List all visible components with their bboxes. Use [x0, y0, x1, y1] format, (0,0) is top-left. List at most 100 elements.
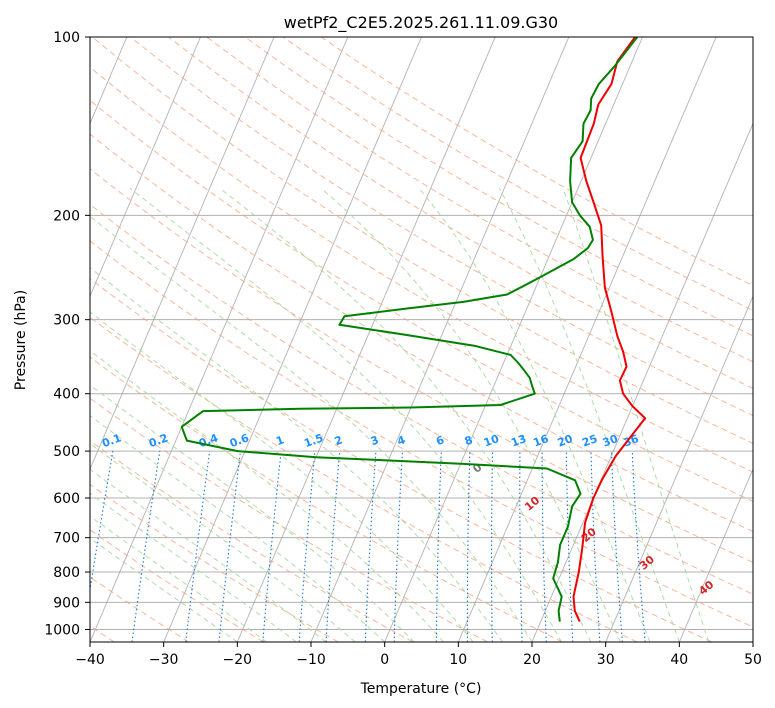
isotherm-line — [236, 37, 496, 642]
mixing-ratio-line — [185, 451, 211, 642]
y-axis: 100 200 300 400 500 600 700 800 900 1000 — [44, 30, 90, 638]
mixing-ratio-label: 3 — [369, 433, 381, 448]
mixing-ratio-label: 1 — [274, 433, 286, 448]
isotherm-line — [605, 295, 753, 642]
isotherm-line — [384, 37, 643, 642]
dry-adiabat-line — [130, 37, 753, 417]
dry-adiabat-line — [168, 37, 753, 389]
mixing-ratio-label: 0.6 — [228, 431, 251, 450]
moist-adiabat-line — [90, 537, 238, 642]
moist-adiabat-line — [90, 384, 415, 642]
moist-adiabat-line — [90, 311, 474, 642]
y-tick-label: 900 — [53, 595, 80, 611]
isotherm-line — [90, 37, 201, 298]
dry-adiabat-line — [91, 37, 753, 445]
y-tick-label: 300 — [53, 313, 80, 329]
y-tick-label: 700 — [53, 531, 80, 547]
mixing-ratio-line — [131, 451, 161, 642]
mixing-ratio-line — [631, 451, 646, 642]
dry-adiabat-line — [90, 203, 753, 595]
x-tick-label: −10 — [296, 652, 326, 668]
moist-adiabat-line — [90, 267, 503, 642]
moist-adiabat-line — [90, 415, 386, 642]
temperature-profile-line — [572, 37, 647, 623]
x-tick-label: 40 — [670, 652, 688, 668]
dry-adiabat-line — [90, 99, 753, 502]
isotherm-line — [678, 467, 753, 642]
moist-adiabats — [90, 187, 710, 642]
dry-adiabat-line — [90, 529, 264, 642]
mixing-ratio-label: 2 — [333, 433, 345, 448]
y-tick-label: 400 — [53, 387, 80, 403]
y-axis-title: Pressure (hPa) — [13, 290, 29, 390]
y-tick-label: 200 — [53, 208, 80, 224]
chart-title: wetPf2_C2E5.2025.261.11.09.G30 — [284, 13, 558, 33]
mixing-ratio-label: 6 — [434, 433, 446, 448]
moist-adiabat-line — [129, 187, 562, 642]
isotherm-line — [163, 37, 422, 642]
dry-adiabat-line — [90, 168, 753, 563]
mixing-ratio-line — [90, 451, 114, 594]
mixing-ratio-label: 10 — [482, 432, 501, 450]
isotherm-line — [90, 37, 275, 471]
mixing-ratio-label: 16 — [531, 432, 550, 450]
moist-adiabat-line — [90, 515, 268, 642]
mixing-ratio-line — [218, 451, 242, 642]
dry-adiabat-line — [90, 240, 753, 628]
moist-adiabat-line — [90, 350, 444, 642]
x-axis: −40 −30 −20 −10 0 10 20 30 40 50 — [75, 642, 762, 668]
isotherm-line — [531, 122, 753, 642]
y-tick-label: 1000 — [44, 622, 80, 638]
mixing-ratio-line — [298, 451, 316, 642]
x-tick-label: 50 — [744, 652, 762, 668]
x-tick-label: 20 — [523, 652, 541, 668]
dry-adiabat-line — [90, 316, 638, 642]
dry-adiabat-line — [90, 356, 563, 642]
isotherm-line — [90, 37, 349, 642]
y-tick-label: 100 — [53, 30, 80, 46]
x-tick-label: 30 — [597, 652, 615, 668]
mixing-ratio-label: 25 — [580, 432, 599, 449]
mixing-ratio-label: 8 — [463, 433, 475, 448]
isotherm-line — [752, 640, 753, 642]
mixing-ratio-label: 0.1 — [100, 431, 123, 450]
mixing-ratio-label: 20 — [556, 432, 575, 450]
mixing-ratio-label: 0.2 — [147, 431, 170, 450]
dry-adiabat-line — [282, 37, 753, 312]
x-tick-label: −20 — [223, 652, 253, 668]
mixing-ratio-label: 36 — [622, 432, 641, 450]
x-tick-label: 10 — [449, 652, 467, 668]
reference-line-labels: 0.10.20.40.611.52346810131620253036-100-… — [100, 431, 716, 598]
sounding-series — [180, 37, 647, 623]
dry-adiabat-line — [90, 133, 753, 533]
y-tick-label: 600 — [53, 491, 80, 507]
dry-adiabats — [90, 37, 753, 642]
moist-adiabat-line — [90, 442, 356, 642]
x-tick-label: 0 — [380, 652, 389, 668]
dry-adiabat-line — [244, 37, 753, 337]
mixing-ratio-line — [262, 451, 282, 642]
plot-frame — [89, 36, 754, 643]
moist-adiabat-line — [90, 492, 297, 642]
moist-adiabat-line — [90, 215, 533, 642]
x-tick-label: −30 — [149, 652, 179, 668]
mixing-ratio-label: 13 — [509, 432, 528, 449]
dry-adiabat-line — [90, 278, 712, 642]
moist-adiabat-line — [562, 188, 710, 642]
x-axis-title: Temperature (°C) — [360, 681, 482, 697]
mixing-ratio-label: 1.5 — [302, 431, 325, 450]
moist-adiabat-line — [418, 187, 651, 642]
mixing-ratio-label: 30 — [601, 432, 620, 450]
dry-adiabat-line — [90, 483, 339, 642]
isobar-grid — [90, 37, 753, 630]
x-tick-label: −40 — [75, 652, 105, 668]
mixing-ratio-label: 4 — [395, 433, 407, 448]
dewpoint-profile-line — [180, 37, 639, 622]
moist-adiabat-line — [498, 187, 680, 642]
moist-adiabat-line — [219, 187, 592, 642]
mixing-ratio-lines — [90, 451, 646, 642]
y-tick-label: 800 — [53, 565, 80, 581]
y-tick-label: 500 — [53, 444, 80, 460]
